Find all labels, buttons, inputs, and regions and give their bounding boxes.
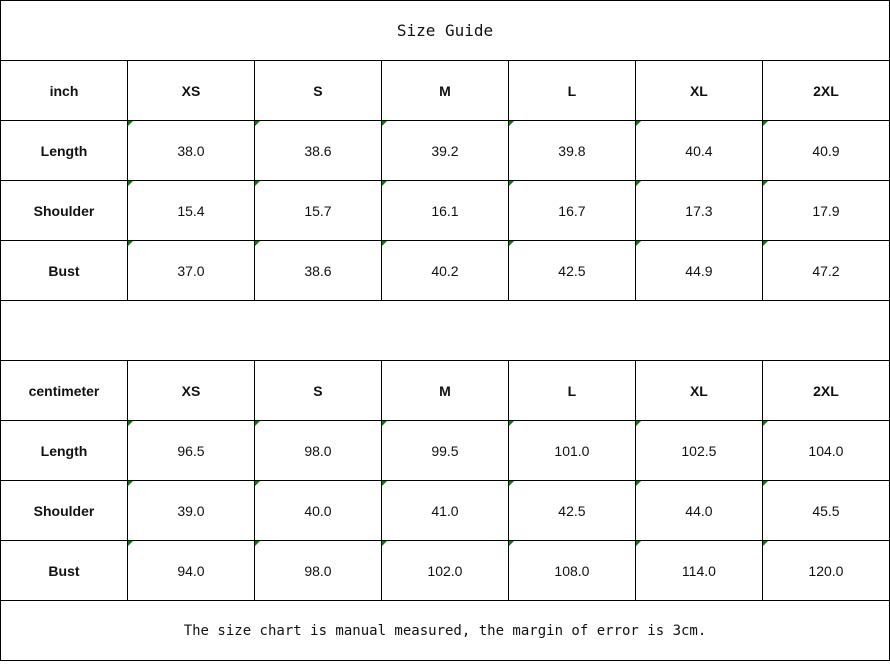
measurement-cell: 44.0	[634, 480, 763, 541]
measurement-cell: 42.5	[507, 240, 636, 301]
measurement-cell: 104.0	[761, 420, 890, 481]
measurement-cell: 17.3	[634, 180, 763, 241]
measurement-cell: 102.0	[380, 540, 509, 601]
measurement-cell: 114.0	[634, 540, 763, 601]
measurement-cell: 39.8	[507, 120, 636, 181]
measurement-cell: 45.5	[761, 480, 890, 541]
size-header: M	[380, 360, 509, 421]
measurement-cell: 99.5	[380, 420, 509, 481]
table-title: Size Guide	[0, 0, 890, 61]
table-row: Bust 94.0 98.0 102.0 108.0 114.0 120.0	[0, 540, 890, 601]
table-row: Length 38.0 38.6 39.2 39.8 40.4 40.9	[0, 120, 890, 181]
measurement-cell: 94.0	[126, 540, 255, 601]
table-row: Length 96.5 98.0 99.5 101.0 102.5 104.0	[0, 420, 890, 481]
size-header: S	[253, 60, 382, 121]
row-label: Shoulder	[0, 180, 128, 241]
row-label: Length	[0, 420, 128, 481]
measurement-cell: 38.6	[253, 120, 382, 181]
table-row: Shoulder 39.0 40.0 41.0 42.5 44.0 45.5	[0, 480, 890, 541]
measurement-cell: 39.0	[126, 480, 255, 541]
measurement-cell: 96.5	[126, 420, 255, 481]
measurement-cell: 42.5	[507, 480, 636, 541]
measurement-cell: 40.2	[380, 240, 509, 301]
measurement-cell: 40.9	[761, 120, 890, 181]
size-header: XL	[634, 360, 763, 421]
measurement-cell: 15.7	[253, 180, 382, 241]
table-row: Shoulder 15.4 15.7 16.1 16.7 17.3 17.9	[0, 180, 890, 241]
measurement-cell: 38.6	[253, 240, 382, 301]
header-row: inch XS S M L XL 2XL	[0, 60, 890, 121]
size-header: L	[507, 360, 636, 421]
row-label: Shoulder	[0, 480, 128, 541]
measurement-cell: 41.0	[380, 480, 509, 541]
table-row: Bust 37.0 38.6 40.2 42.5 44.9 47.2	[0, 240, 890, 301]
measurement-cell: 40.0	[253, 480, 382, 541]
unit-header: centimeter	[0, 360, 128, 421]
measurement-cell: 102.5	[634, 420, 763, 481]
size-header: XS	[126, 360, 255, 421]
measurement-cell: 98.0	[253, 420, 382, 481]
measurement-cell: 40.4	[634, 120, 763, 181]
header-row: centimeter XS S M L XL 2XL	[0, 360, 890, 421]
size-header: 2XL	[761, 60, 890, 121]
measurement-cell: 108.0	[507, 540, 636, 601]
measurement-cell: 15.4	[126, 180, 255, 241]
measurement-cell: 98.0	[253, 540, 382, 601]
size-header: M	[380, 60, 509, 121]
row-label: Length	[0, 120, 128, 181]
measurement-cell: 39.2	[380, 120, 509, 181]
size-header: L	[507, 60, 636, 121]
size-header: XL	[634, 60, 763, 121]
measurement-cell: 16.1	[380, 180, 509, 241]
measurement-cell: 37.0	[126, 240, 255, 301]
measurement-cell: 17.9	[761, 180, 890, 241]
spacer-row	[0, 300, 890, 361]
row-label: Bust	[0, 540, 128, 601]
row-label: Bust	[0, 240, 128, 301]
measurement-cell: 47.2	[761, 240, 890, 301]
measurement-cell: 120.0	[761, 540, 890, 601]
size-header: 2XL	[761, 360, 890, 421]
measurement-cell: 44.9	[634, 240, 763, 301]
size-header: S	[253, 360, 382, 421]
footnote: The size chart is manual measured, the m…	[0, 600, 890, 661]
measurement-cell: 38.0	[126, 120, 255, 181]
measurement-cell: 101.0	[507, 420, 636, 481]
size-header: XS	[126, 60, 255, 121]
measurement-cell: 16.7	[507, 180, 636, 241]
unit-header: inch	[0, 60, 128, 121]
